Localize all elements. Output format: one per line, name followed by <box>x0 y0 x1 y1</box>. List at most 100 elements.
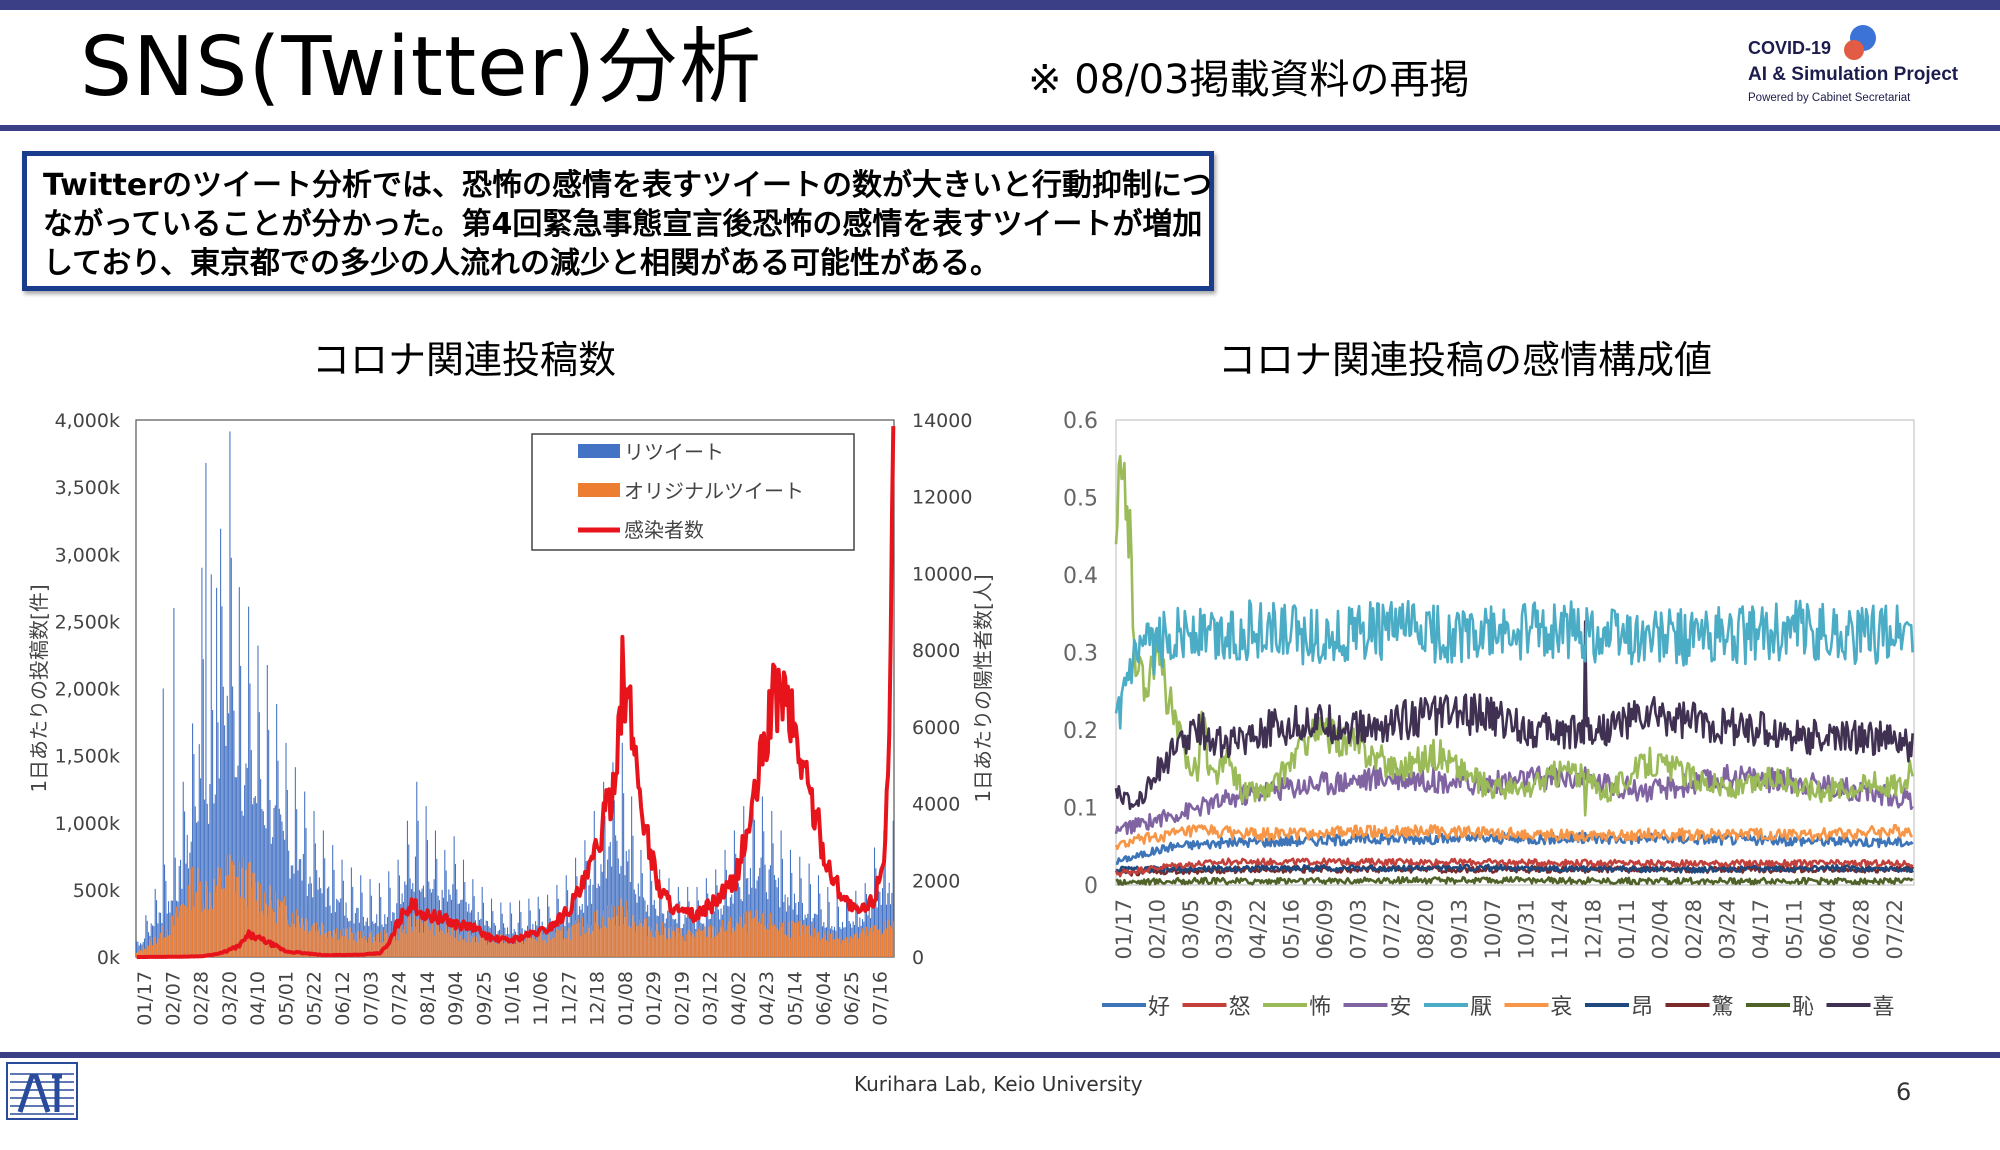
original-tweet-bar <box>745 911 747 957</box>
retweet-bar <box>184 811 186 957</box>
retweet-bar <box>282 830 284 957</box>
original-tweet-bar <box>567 930 569 957</box>
retweet-bar <box>186 834 188 957</box>
original-tweet-bar <box>720 927 722 957</box>
original-tweet-bar <box>265 903 267 957</box>
retweet-bar <box>338 902 340 957</box>
original-tweet-bar <box>350 932 352 957</box>
retweet-bar <box>772 843 774 957</box>
original-tweet-bar <box>140 950 142 957</box>
retweet-bar <box>819 893 821 957</box>
original-tweet-bar <box>807 924 809 957</box>
original-tweet-bar <box>536 941 538 957</box>
retweet-bar <box>509 902 511 957</box>
retweet-bar <box>148 932 150 957</box>
original-tweet-bar <box>270 900 272 957</box>
retweet-bar <box>190 841 192 957</box>
original-tweet-bar <box>192 866 194 957</box>
original-tweet-bar <box>317 930 319 957</box>
retweet-bar <box>881 888 884 957</box>
original-tweet-bar <box>345 928 347 957</box>
original-tweet-bar <box>580 935 582 957</box>
retweet-bar <box>584 840 586 957</box>
retweet-bar <box>856 903 858 957</box>
original-tweet-bar <box>767 923 769 957</box>
original-tweet-bar <box>800 920 802 957</box>
original-tweet-bar <box>809 935 811 957</box>
retweet-bar <box>684 914 686 957</box>
original-tweet-bar <box>575 920 577 957</box>
retweet-bar <box>557 898 559 957</box>
retweet-bar <box>262 811 264 957</box>
chart1-y2tick: 14000 <box>912 410 972 432</box>
retweet-bar <box>416 781 418 957</box>
original-tweet-bar <box>689 931 691 957</box>
retweet-bar <box>711 905 713 957</box>
original-tweet-bar <box>817 931 819 957</box>
original-tweet-bar <box>576 923 578 957</box>
retweet-bar <box>535 921 537 957</box>
emotion-line-4 <box>1114 599 1914 730</box>
original-tweet-bar <box>733 931 735 957</box>
retweet-bar <box>137 941 139 957</box>
retweet-bar <box>549 918 551 957</box>
chart1-ylabel: 1日あたりの投稿数[件] <box>27 584 51 792</box>
original-tweet-bar <box>684 940 686 957</box>
retweet-bar <box>378 883 380 957</box>
original-tweet-bar <box>724 931 726 957</box>
retweet-bar <box>482 902 485 957</box>
original-tweet-bar <box>334 933 336 957</box>
original-tweet-bar <box>486 944 489 957</box>
original-tweet-bar <box>158 938 160 957</box>
retweet-bar <box>669 895 671 957</box>
original-tweet-bar <box>500 934 502 957</box>
retweet-bar <box>272 837 274 957</box>
original-tweet-bar <box>182 903 184 957</box>
original-tweet-bar <box>629 928 631 957</box>
original-tweet-bar <box>621 906 623 957</box>
retweet-bar <box>652 904 654 957</box>
original-tweet-bar <box>823 930 825 957</box>
chart2-xtick: 03/05 <box>1179 899 1203 960</box>
original-tweet-bar <box>450 923 453 957</box>
original-tweet-bar <box>524 941 526 957</box>
retweet-bar <box>597 883 599 957</box>
chart2-xtick: 05/11 <box>1783 899 1807 960</box>
retweet-bar <box>593 811 595 957</box>
retweet-bar <box>619 873 621 957</box>
chart1-legend-label: 感染者数 <box>624 518 704 542</box>
retweet-bar <box>641 873 643 957</box>
retweet-bar <box>536 925 538 957</box>
original-tweet-bar <box>840 943 842 957</box>
original-tweet-bar <box>417 918 419 957</box>
original-tweet-bar <box>325 932 327 957</box>
original-tweet-bar <box>194 893 196 957</box>
emotion-lines <box>1114 454 1914 886</box>
original-tweet-bar <box>253 873 255 957</box>
retweet-bar <box>300 858 302 957</box>
retweet-bar <box>815 913 817 957</box>
original-tweet-bar <box>583 926 585 957</box>
retweet-bar <box>647 904 649 957</box>
original-tweet-bar <box>791 920 793 957</box>
original-tweet-bar <box>485 935 487 957</box>
original-tweet-bar <box>685 934 687 957</box>
original-tweet-bar <box>234 892 236 957</box>
retweet-bar <box>724 849 726 957</box>
footer-divider <box>0 1052 2000 1058</box>
original-tweet-bar <box>233 865 235 957</box>
retweet-bar <box>297 870 299 957</box>
original-tweet-bar <box>380 932 382 957</box>
original-tweet-bar <box>588 927 590 957</box>
original-tweet-bar <box>274 891 276 957</box>
original-tweet-bar <box>741 927 743 957</box>
original-tweet-bar <box>773 924 775 957</box>
original-tweet-bar <box>587 923 589 957</box>
original-tweet-bar <box>663 934 665 957</box>
original-tweet-bar <box>804 924 806 957</box>
retweet-bar <box>422 885 424 957</box>
retweet-bar <box>276 703 278 957</box>
original-tweet-bar <box>596 910 598 957</box>
retweet-bar <box>715 869 717 957</box>
retweet-bar <box>309 876 311 957</box>
